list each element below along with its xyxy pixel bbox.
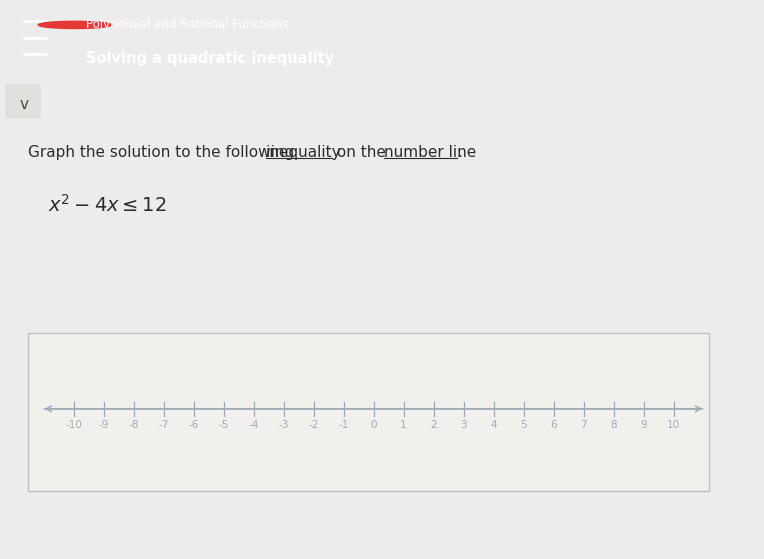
Text: -7: -7 [158,420,169,430]
Text: on the: on the [332,145,390,160]
Text: number line: number line [384,145,477,160]
Text: $x^2 - 4x \leq 12$: $x^2 - 4x \leq 12$ [48,193,167,215]
Text: 5: 5 [520,420,527,430]
Text: 10: 10 [667,420,680,430]
Text: Polynomial and Rational Functions: Polynomial and Rational Functions [86,18,288,31]
Text: .: . [457,145,462,160]
Text: 8: 8 [610,420,617,430]
FancyBboxPatch shape [5,84,41,119]
Text: -9: -9 [99,420,108,430]
Text: -8: -8 [128,420,139,430]
Circle shape [38,21,112,29]
Text: inequality: inequality [266,145,342,160]
Text: -10: -10 [65,420,82,430]
Text: Solving a quadratic inequality: Solving a quadratic inequality [86,51,334,65]
Text: -5: -5 [219,420,228,430]
Text: -6: -6 [188,420,199,430]
Text: 0: 0 [371,420,377,430]
Text: -1: -1 [338,420,348,430]
Text: Graph the solution to the following: Graph the solution to the following [28,145,299,160]
Text: -2: -2 [309,420,319,430]
Text: 6: 6 [550,420,557,430]
Text: v: v [20,97,29,112]
Text: 7: 7 [580,420,587,430]
Text: 3: 3 [460,420,467,430]
Text: -3: -3 [278,420,289,430]
Text: 4: 4 [490,420,497,430]
Text: 1: 1 [400,420,406,430]
Text: 2: 2 [430,420,437,430]
Text: 9: 9 [640,420,647,430]
FancyBboxPatch shape [28,333,709,491]
Text: -4: -4 [248,420,259,430]
